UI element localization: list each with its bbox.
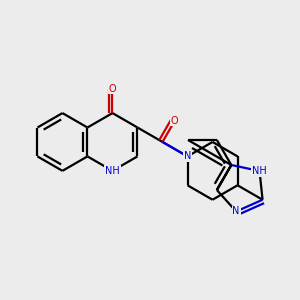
Text: NH: NH [105,166,120,176]
Text: N: N [184,152,191,161]
Text: NH: NH [252,166,267,176]
Text: O: O [171,116,178,126]
Text: O: O [109,83,116,94]
Text: N: N [232,206,240,217]
